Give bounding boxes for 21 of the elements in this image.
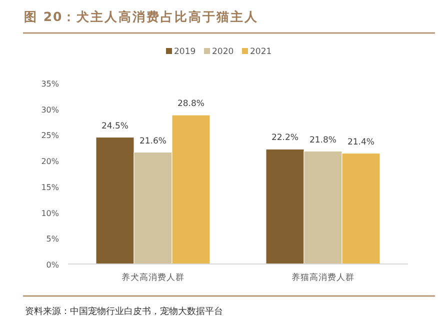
data-label: 21.8% [309,135,337,146]
x-tick-label: 养犬高消费人群 [122,272,184,283]
data-label: 22.2% [271,133,299,144]
data-label: 28.8% [177,99,205,110]
data-label: 21.6% [139,136,167,146]
x-tick-label: 养猫高消费人群 [292,272,354,283]
y-tick-label: 0% [46,260,60,270]
y-tick-label: 30% [41,105,60,114]
y-tick-label: 5% [46,234,60,244]
chart-title: 图 20：犬主人高消费占比高于猫主人 [24,9,259,24]
text: 资料来源：中国宠物行业白皮书，宠物大数据平台 [25,306,223,317]
legend-label: 2020 [212,47,234,57]
data-label: 24.5% [101,121,129,132]
legend-label: 2019 [174,47,196,57]
y-tick-label: 20% [41,157,60,166]
legend-label: 2021 [250,47,272,57]
data-label: 21.4% [347,137,375,148]
y-tick-label: 25% [41,131,60,140]
y-tick-label: 15% [41,182,60,192]
y-tick-label: 10% [41,208,60,218]
y-tick-label: 35% [41,80,60,88]
